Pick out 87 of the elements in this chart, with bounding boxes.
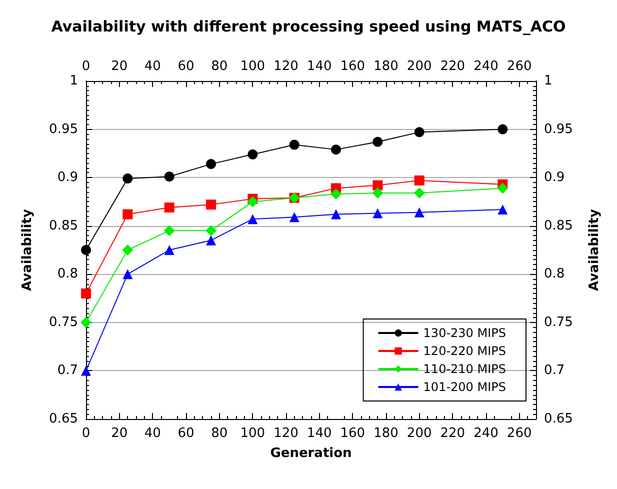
y-tick-label: 0.75 — [49, 314, 78, 330]
y2-tick-label: 0.8 — [544, 266, 565, 282]
y-tick-label: 0.7 — [57, 363, 78, 378]
y2-axis-title: Availability — [587, 208, 602, 291]
x2-tick-label: 220 — [440, 59, 466, 74]
x-axis-title: Generation — [270, 446, 352, 461]
x2-tick-label: 160 — [340, 59, 366, 74]
x2-tick-label: 60 — [178, 59, 194, 74]
point — [372, 180, 383, 190]
y-tick-label: 0.85 — [49, 218, 78, 234]
x-tick-label: 240 — [474, 426, 498, 441]
x-tick-label: 0 — [82, 426, 90, 441]
point — [206, 235, 216, 246]
x2-tick-label: 40 — [144, 59, 161, 74]
point — [372, 136, 383, 147]
point — [81, 288, 91, 298]
point — [164, 202, 174, 213]
point — [331, 144, 341, 155]
point — [414, 207, 424, 218]
y-tick-label: 0.8 — [57, 266, 78, 282]
y2-tick-label: 0.9 — [544, 170, 565, 186]
x2-tick-label: 20 — [111, 59, 128, 74]
x2-tick-label: 260 — [506, 59, 532, 74]
point — [80, 316, 92, 328]
x-tick-label: 40 — [144, 426, 161, 441]
point — [414, 188, 425, 199]
x2-tick-label: 80 — [211, 59, 228, 74]
point — [164, 225, 175, 236]
point — [497, 182, 508, 194]
x2-tick-label: 200 — [406, 59, 432, 74]
x-tick-label: 100 — [240, 426, 266, 441]
x2-tick-label: 240 — [474, 59, 498, 74]
point — [414, 175, 424, 186]
point — [372, 188, 384, 199]
x-tick-label: 60 — [178, 426, 194, 441]
x-tick-label: 180 — [374, 426, 398, 441]
y2-tick-label: 0.75 — [544, 314, 573, 330]
point — [498, 124, 508, 134]
point — [122, 269, 133, 280]
x-tick-label: 200 — [406, 426, 432, 441]
point — [122, 244, 134, 256]
y2-tick-label: 0.85 — [544, 218, 573, 234]
x2-tick-label: 180 — [374, 59, 398, 74]
y2-tick-label: 0.65 — [544, 412, 573, 426]
point — [414, 127, 424, 138]
point — [164, 172, 174, 182]
chart-title: Availability with different processing speed using MATS_ACO — [51, 18, 566, 36]
point — [331, 209, 341, 220]
point — [122, 174, 133, 184]
point — [248, 214, 258, 224]
x-tick-label: 260 — [506, 426, 532, 441]
y2-tick-label: 1 — [544, 74, 552, 88]
point — [372, 208, 383, 218]
y-axis-title: Availability — [20, 208, 35, 291]
legend-label: 130-230 MIPS — [423, 326, 506, 340]
point — [247, 196, 258, 208]
y-tick-label: 0.95 — [49, 122, 78, 137]
point — [81, 366, 91, 376]
point — [164, 245, 174, 255]
point — [206, 225, 216, 236]
legend-label: 120-220 MIPS — [423, 344, 506, 358]
y2-tick-label: 0.95 — [544, 122, 573, 137]
y2-tick-label: 0.7 — [544, 363, 565, 378]
x-tick-label: 160 — [340, 426, 366, 441]
y-tick-label: 0.9 — [57, 170, 78, 186]
point — [206, 159, 216, 170]
point — [81, 245, 91, 255]
x-tick-label: 80 — [211, 426, 228, 441]
y-tick-label: 0.65 — [49, 412, 78, 426]
point — [206, 200, 216, 210]
point — [498, 204, 508, 214]
point — [248, 149, 258, 160]
x-tick-label: 140 — [306, 426, 332, 441]
x2-tick-label: 100 — [240, 59, 266, 74]
x-tick-label: 220 — [440, 426, 466, 441]
x-tick-label: 120 — [274, 426, 298, 441]
x-tick-label: 20 — [111, 426, 128, 441]
legend-label: 110-210 MIPS — [423, 362, 506, 376]
x2-tick-label: 120 — [274, 59, 298, 74]
point — [289, 140, 300, 150]
point — [330, 188, 342, 200]
x2-tick-label: 0 — [82, 59, 90, 74]
point — [122, 209, 133, 220]
point — [289, 212, 300, 222]
legend-label: 101-200 MIPS — [423, 380, 506, 394]
x2-tick-label: 140 — [306, 59, 332, 74]
y-tick-label: 1 — [70, 74, 78, 88]
